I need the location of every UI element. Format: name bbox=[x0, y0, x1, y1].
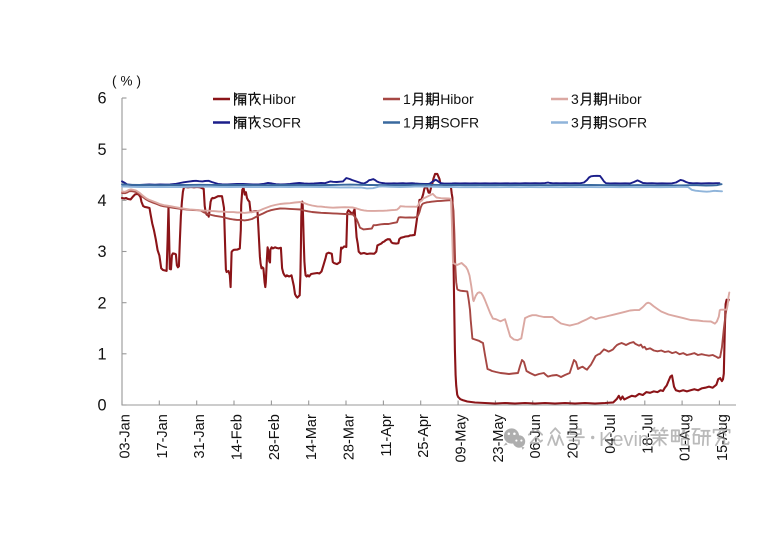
svg-text:2: 2 bbox=[97, 294, 106, 312]
svg-text:18-Jul: 18-Jul bbox=[640, 414, 656, 454]
svg-text:(%): (%) bbox=[112, 74, 145, 89]
svg-text:14-Feb: 14-Feb bbox=[230, 414, 246, 460]
svg-text:31-Jan: 31-Jan bbox=[192, 414, 208, 458]
svg-text:3: 3 bbox=[571, 115, 579, 131]
svg-text:Kevin: Kevin bbox=[599, 429, 649, 451]
svg-text:3: 3 bbox=[97, 243, 106, 261]
svg-text:04-Jul: 04-Jul bbox=[603, 414, 619, 454]
svg-text:4: 4 bbox=[97, 192, 106, 210]
svg-text:5: 5 bbox=[97, 141, 106, 159]
svg-text:03-Jan: 03-Jan bbox=[118, 414, 134, 458]
svg-text:25-Apr: 25-Apr bbox=[416, 414, 432, 458]
svg-text:28-Mar: 28-Mar bbox=[342, 414, 358, 460]
svg-text:28-Feb: 28-Feb bbox=[267, 414, 283, 460]
svg-text:17-Jan: 17-Jan bbox=[155, 414, 171, 458]
svg-text:Hibor: Hibor bbox=[262, 91, 296, 107]
svg-text:1: 1 bbox=[97, 345, 106, 363]
svg-text:1: 1 bbox=[403, 115, 411, 131]
svg-text:0: 0 bbox=[97, 397, 106, 415]
svg-text:Hibor: Hibor bbox=[608, 91, 642, 107]
svg-text:09-May: 09-May bbox=[454, 413, 470, 462]
svg-text:23-May: 23-May bbox=[491, 413, 507, 462]
svg-text:SOFR: SOFR bbox=[608, 115, 647, 131]
svg-text:6: 6 bbox=[97, 90, 106, 108]
svg-text:Hibor: Hibor bbox=[440, 91, 474, 107]
svg-text:SOFR: SOFR bbox=[440, 115, 479, 131]
svg-text:14-Mar: 14-Mar bbox=[304, 414, 320, 460]
svg-text:SOFR: SOFR bbox=[262, 115, 301, 131]
svg-text:11-Apr: 11-Apr bbox=[379, 414, 395, 457]
svg-text:01-Aug: 01-Aug bbox=[678, 414, 694, 461]
svg-text:1: 1 bbox=[403, 91, 411, 107]
svg-text:3: 3 bbox=[571, 91, 579, 107]
